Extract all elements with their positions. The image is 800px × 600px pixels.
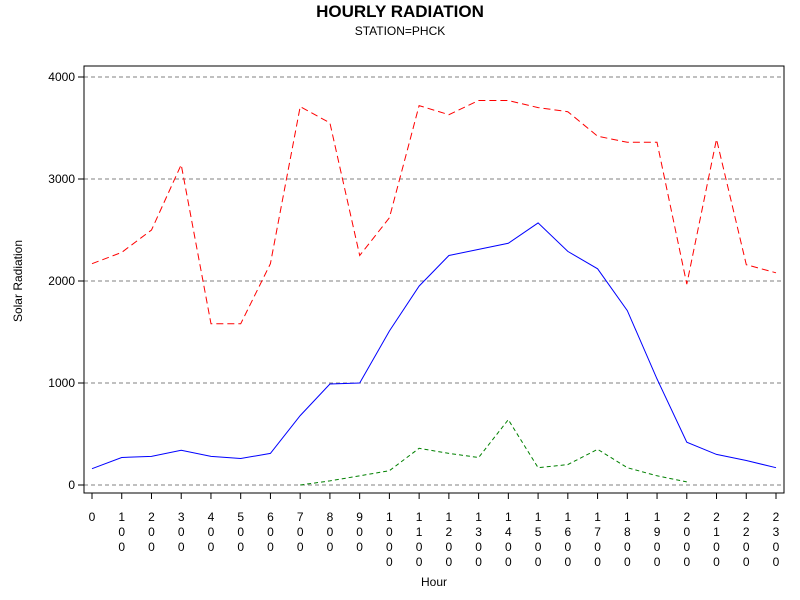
axes: 0 1000 2000 3000 4000 0 1 0 0 2 0 0 3 0 0 4 0 0 5 0 0 6 0 0 7 0 0 8… <box>48 65 785 569</box>
series-line-3 <box>300 418 687 486</box>
series-line-2 <box>91 222 777 470</box>
y-tick-label: 1000 <box>48 376 75 390</box>
y-axis-label: Solar Radiation <box>11 240 25 322</box>
plot-frame <box>83 65 785 494</box>
y-tick-label: 4000 <box>48 70 75 84</box>
y-tick-label: 0 <box>68 478 75 492</box>
x-axis-label: Hour <box>421 575 447 589</box>
x-tick-label: 0 <box>89 510 96 524</box>
y-tick-label: 3000 <box>48 172 75 186</box>
grid-lines <box>84 76 784 486</box>
series-group <box>91 100 777 486</box>
y-tick-label: 2000 <box>48 274 75 288</box>
chart-title: HOURLY RADIATION <box>316 2 484 21</box>
chart-subtitle: STATION=PHCK <box>355 24 446 38</box>
series-line-1 <box>91 100 777 325</box>
